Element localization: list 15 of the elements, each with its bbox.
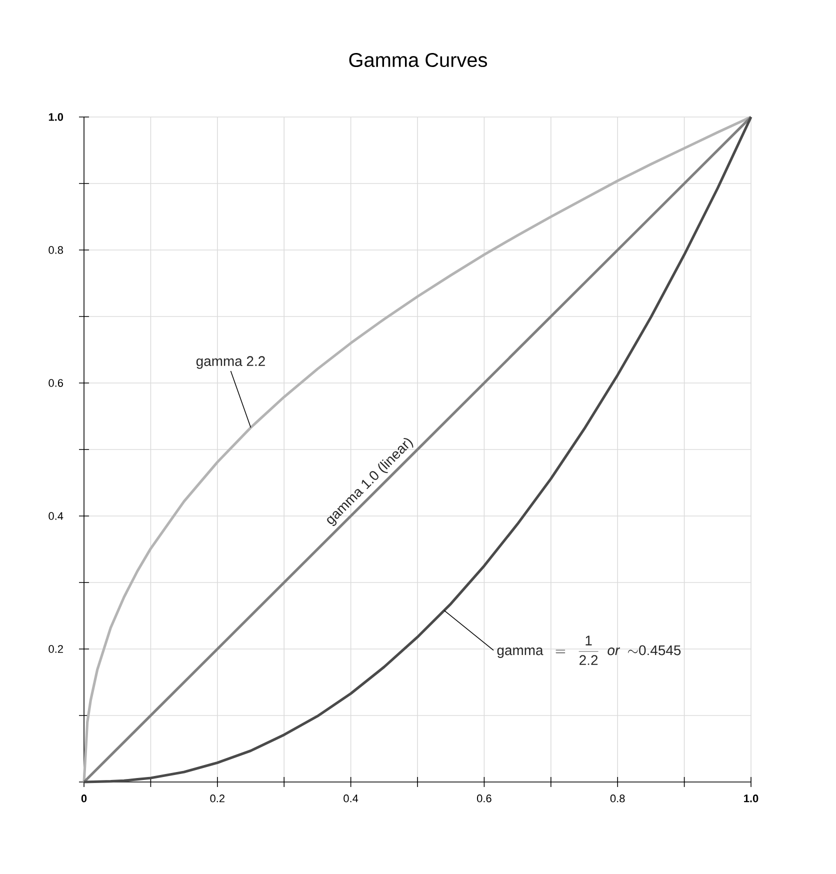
y-tick-label: 0.8 bbox=[48, 246, 63, 254]
x-tick-label: 0.6 bbox=[477, 794, 492, 802]
y-tick-label: 0.6 bbox=[48, 379, 63, 387]
x-tick-label: 0 bbox=[81, 794, 87, 802]
annotation: gamma 2.2 bbox=[196, 356, 265, 369]
y-tick-label: 0.4 bbox=[48, 512, 64, 520]
x-tick-label: 0.8 bbox=[610, 794, 625, 802]
annotation: $\mathrm{gamma}\ \ =\ \ \frac{\mathrm{1}}{\mathrm{2.2}}\ \ \mathit{or}\ \ {\sim}\mathrm{0.4545}$ bbox=[497, 636, 681, 665]
y-tick-label: 1.0 bbox=[48, 113, 64, 121]
x-tick-label: 0.2 bbox=[210, 794, 224, 802]
x-tick-label: 1.0 bbox=[744, 794, 758, 802]
x-tick-label: 0.4 bbox=[344, 794, 358, 802]
y-tick-label: 0.2 bbox=[48, 645, 63, 653]
chart-title: Gamma Curves bbox=[349, 52, 487, 68]
line-series bbox=[82, 116, 752, 784]
